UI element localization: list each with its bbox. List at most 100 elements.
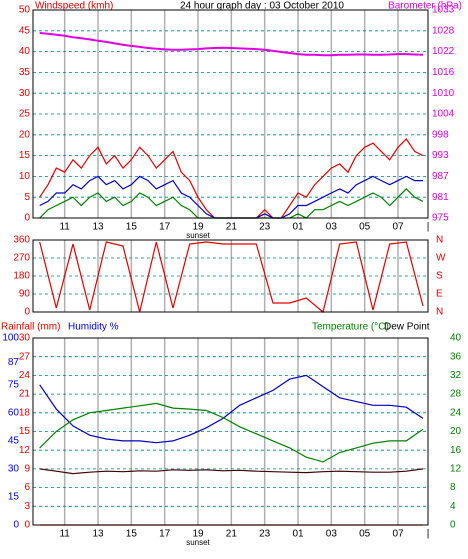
x-tick-label: 23	[259, 529, 271, 540]
y-tick-label: 3	[24, 501, 30, 512]
y-tick-label: 30	[19, 88, 31, 99]
temperature-label: Temperature (°C)	[312, 322, 389, 333]
x-tick-label: 19	[192, 529, 204, 540]
y3-tick-label: 75	[8, 379, 20, 390]
x-tick-label: 13	[92, 529, 104, 540]
y-tick-label: 360	[13, 235, 30, 246]
series-line	[39, 402, 424, 463]
x-tick-label: 05	[359, 222, 371, 233]
series-line	[39, 241, 424, 314]
plot-area	[33, 10, 428, 218]
y3-tick-label: 60	[8, 407, 20, 418]
x-tick-label: 23	[259, 222, 271, 233]
y2-tick-label: N	[436, 235, 443, 246]
x-tick-label: 01	[292, 529, 304, 540]
dewpoint-label: Dew Point	[384, 322, 430, 333]
y3-tick-label: 0	[13, 520, 19, 531]
y-tick-label: 12	[19, 445, 31, 456]
x-tick-label: 21	[226, 222, 238, 233]
y3-tick-label: 87	[8, 357, 20, 368]
x-tick-label: 21	[226, 529, 238, 540]
y2-tick-label: 20	[450, 426, 462, 437]
x-tick-label: 15	[126, 222, 138, 233]
x-tick-label: 07	[392, 222, 404, 233]
y2-tick-label: 36	[450, 351, 462, 362]
x-tick-label: 03	[326, 222, 338, 233]
humidity-label: Humidity %	[68, 322, 119, 333]
x-tick-label: 11	[59, 222, 70, 233]
y3-tick-label: 30	[8, 464, 20, 475]
y-tick-label: 24	[19, 370, 31, 381]
x-tick-label: 17	[159, 529, 171, 540]
y-tick-label: 30	[19, 333, 31, 344]
x-tick-label: 05	[359, 529, 371, 540]
y-tick-label: 50	[19, 5, 31, 16]
y2-tick-label: 998	[432, 129, 449, 140]
y-tick-label: 15	[19, 150, 31, 161]
x-tick-label: |	[427, 222, 430, 233]
x-tick-label: 15	[126, 529, 138, 540]
y2-tick-label: 993	[432, 150, 449, 161]
rainfall-label: Rainfall (mm)	[1, 322, 60, 333]
y2-tick-label: 975	[432, 213, 449, 224]
y-tick-label: 40	[19, 46, 31, 57]
y-tick-label: 180	[13, 271, 30, 282]
y2-tick-label: 1022	[432, 46, 455, 57]
y-tick-label: 0	[24, 307, 30, 318]
series-line	[39, 468, 424, 475]
x-tick-label: 07	[392, 529, 404, 540]
y-tick-label: 25	[19, 109, 31, 120]
y2-tick-label: 40	[450, 333, 462, 344]
y2-tick-label: 1033	[432, 5, 455, 16]
y3-tick-label: 15	[8, 492, 20, 503]
y2-tick-label: 981	[432, 192, 449, 203]
x-tick-label: 11	[59, 529, 70, 540]
y2-tick-label: 1028	[432, 25, 455, 36]
plot-area	[33, 240, 428, 312]
plot-frame	[32, 9, 429, 219]
x-tick-label: 03	[326, 529, 338, 540]
series-line	[39, 374, 424, 444]
y2-tick-label: E	[436, 289, 443, 300]
chart-title: 24 hour graph day : 03 October 2010	[180, 1, 344, 12]
x-tick-label: 17	[159, 222, 171, 233]
y2-tick-label: 8	[450, 482, 456, 493]
y2-tick-label: 32	[450, 370, 462, 381]
y-tick-label: 90	[19, 289, 31, 300]
y-tick-label: 5	[24, 192, 30, 203]
y-tick-label: 9	[24, 464, 30, 475]
y2-tick-label: S	[436, 271, 443, 282]
x-tick-label: |	[427, 529, 430, 540]
x-tick-label: 01	[292, 222, 304, 233]
y2-tick-label: 4	[450, 501, 456, 512]
y2-tick-label: N	[436, 307, 443, 318]
y3-tick-label: 45	[8, 435, 20, 446]
y3-tick-label: 100	[2, 333, 19, 344]
y2-tick-label: W	[436, 253, 446, 264]
y-tick-label: 27	[19, 351, 31, 362]
windspeed-label: Windspeed (kmh)	[35, 1, 113, 12]
y-tick-label: 10	[19, 171, 31, 182]
annotation: sunset	[186, 231, 210, 240]
y-tick-label: 270	[13, 253, 30, 264]
plot-frame	[32, 337, 429, 526]
y2-tick-label: 0	[450, 520, 456, 531]
y-tick-label: 6	[24, 482, 30, 493]
y-tick-label: 15	[19, 426, 31, 437]
barometer-label: Barometer (hPa)	[388, 1, 462, 12]
y-tick-label: 20	[19, 129, 31, 140]
y-tick-label: 21	[19, 389, 31, 400]
y2-tick-label: 987	[432, 171, 449, 182]
y2-tick-label: 1004	[432, 109, 455, 120]
x-tick-label: 13	[92, 222, 104, 233]
y2-tick-label: 28	[450, 389, 462, 400]
y2-tick-label: 16	[450, 445, 462, 456]
y-tick-label: 0	[24, 520, 30, 531]
y-tick-label: 0	[24, 213, 30, 224]
y2-tick-label: 24	[450, 407, 462, 418]
plot-frame	[32, 239, 429, 313]
y-tick-label: 35	[19, 67, 31, 78]
y2-tick-label: 12	[450, 464, 462, 475]
series-line	[39, 32, 424, 57]
